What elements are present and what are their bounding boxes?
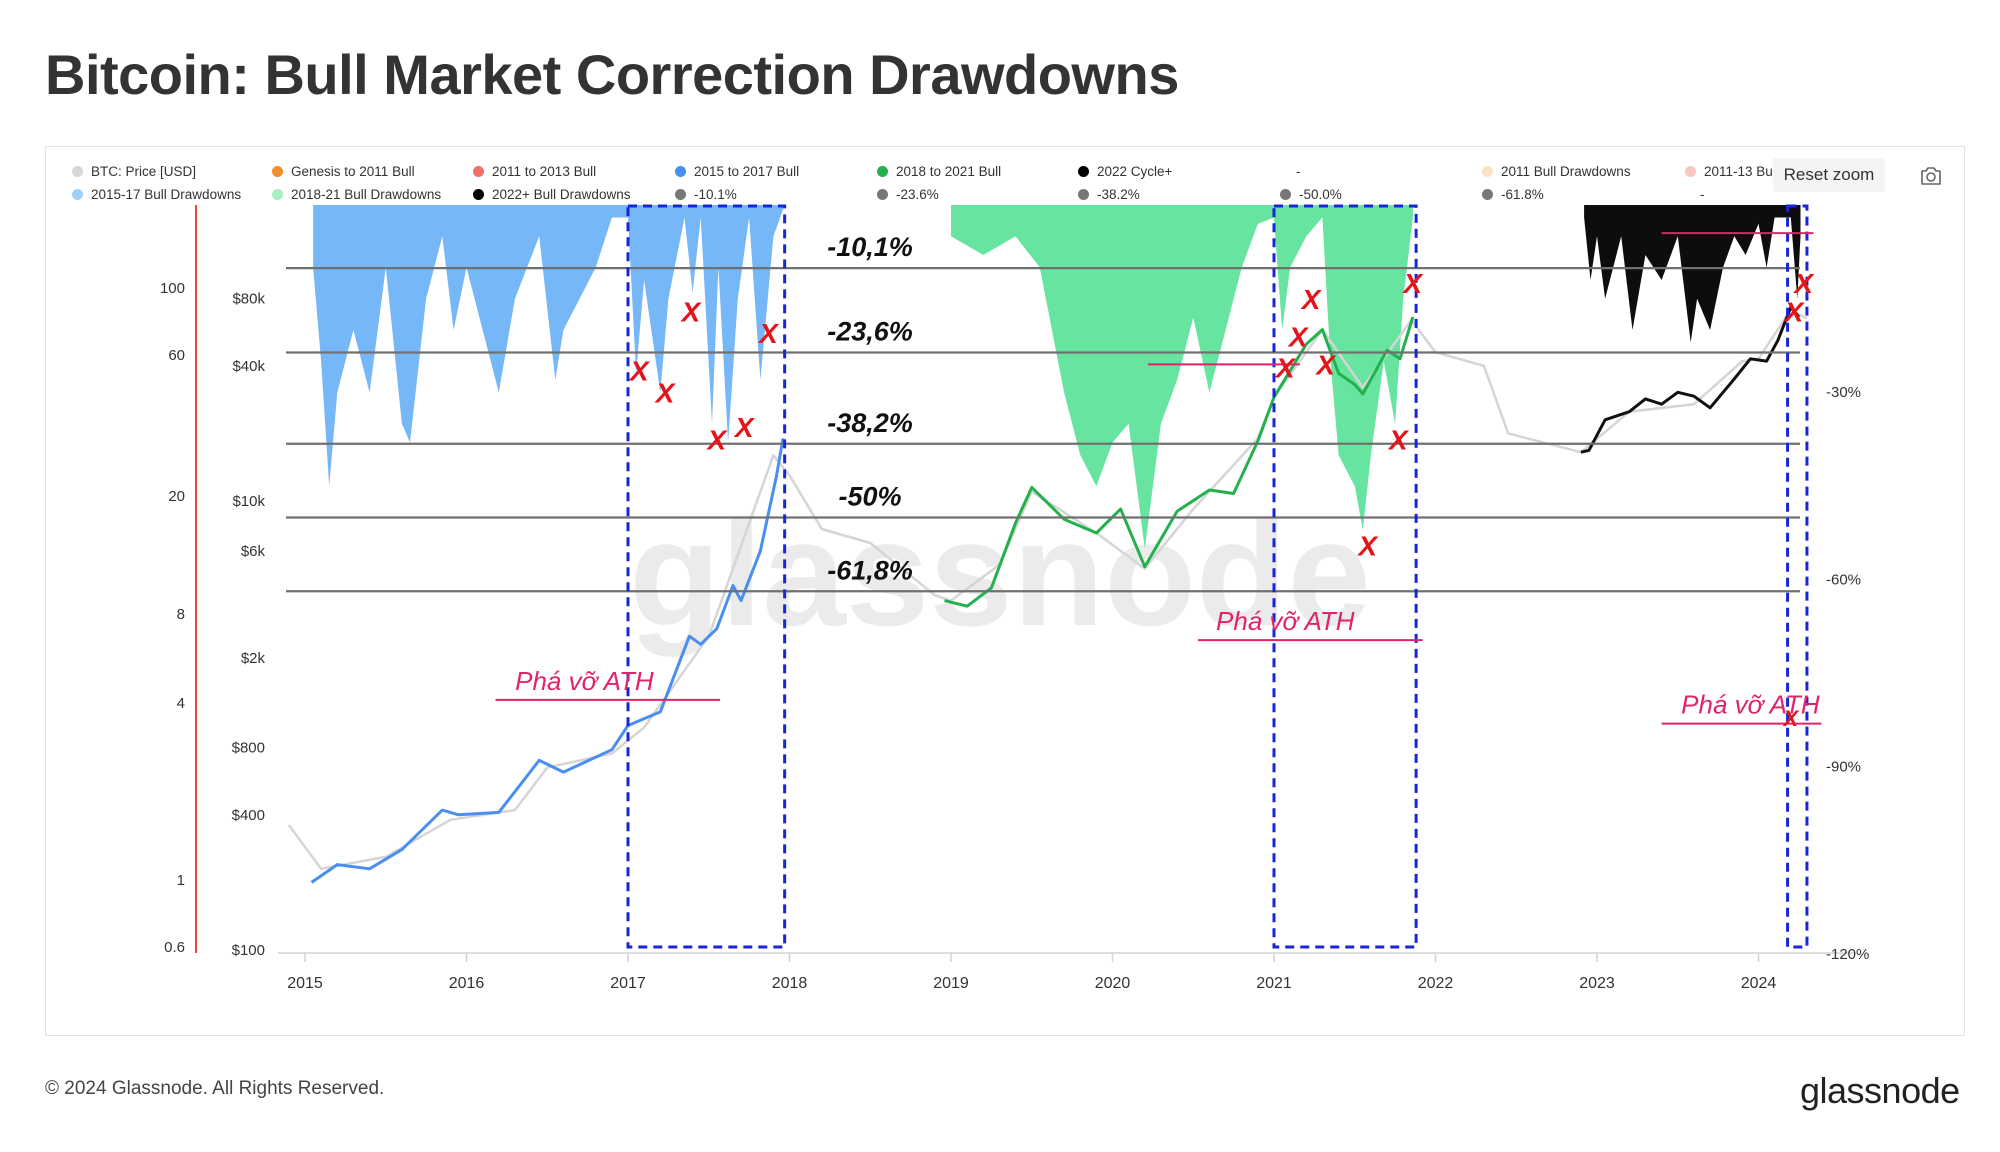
legend-label: Genesis to 2011 Bull <box>291 164 415 179</box>
legend-label: 2018-21 Bull Drawdowns <box>291 187 442 202</box>
legend-item-btc-price[interactable]: BTC: Price [USD] <box>72 164 196 179</box>
legend-label: -50.0% <box>1299 187 1342 202</box>
legend-label: 2022 Cycle+ <box>1097 164 1173 179</box>
legend-swatch <box>1280 189 1291 200</box>
legend-swatch <box>272 166 283 177</box>
camera-icon[interactable] <box>1920 166 1942 186</box>
legend-label: 2011-13 Bull <box>1704 164 1779 179</box>
legend-label: 2011 Bull Drawdowns <box>1501 164 1631 179</box>
legend-swatch <box>1685 166 1696 177</box>
legend-label: -10.1% <box>694 187 737 202</box>
legend-swatch <box>473 189 484 200</box>
legend-label: 2011 to 2013 Bull <box>492 164 597 179</box>
legend-item-fib-50[interactable]: -50.0% <box>1280 187 1342 202</box>
legend-item-2011-drawdowns[interactable]: 2011 Bull Drawdowns <box>1482 164 1631 179</box>
legend-item-blank-2[interactable]: - <box>1700 187 1705 202</box>
legend-item-2022-drawdowns[interactable]: 2022+ Bull Drawdowns <box>473 187 630 202</box>
legend-label: -61.8% <box>1501 187 1544 202</box>
legend-label: -38.2% <box>1097 187 1140 202</box>
legend-swatch <box>877 189 888 200</box>
legend-item-2015-17-drawdowns[interactable]: 2015-17 Bull Drawdowns <box>72 187 241 202</box>
legend-label: - <box>1296 164 1301 179</box>
legend-item-blank[interactable]: - <box>1296 164 1301 179</box>
chart-panel <box>45 146 1965 1036</box>
legend-swatch <box>1078 166 1089 177</box>
legend-item-fib-10-1[interactable]: -10.1% <box>675 187 737 202</box>
legend-item-2011-13-bull[interactable]: 2011-13 Bull <box>1685 164 1779 179</box>
page-title: Bitcoin: Bull Market Correction Drawdown… <box>45 43 1179 106</box>
glassnode-logo: glassnode <box>1800 1070 1960 1111</box>
legend-swatch <box>72 189 83 200</box>
copyright-text: © 2024 Glassnode. All Rights Reserved. <box>45 1078 385 1099</box>
legend-swatch <box>675 166 686 177</box>
legend-swatch <box>877 166 888 177</box>
legend-item-fib-23-6[interactable]: -23.6% <box>877 187 939 202</box>
legend-swatch <box>473 166 484 177</box>
legend-swatch <box>675 189 686 200</box>
legend-label: -23.6% <box>896 187 939 202</box>
legend-swatch <box>1482 166 1493 177</box>
legend-item-2011-2013[interactable]: 2011 to 2013 Bull <box>473 164 596 179</box>
legend-item-2015-2017[interactable]: 2015 to 2017 Bull <box>675 164 799 179</box>
legend-item-genesis-2011[interactable]: Genesis to 2011 Bull <box>272 164 415 179</box>
legend-label: 2018 to 2021 Bull <box>896 164 1002 179</box>
legend-item-2018-21-drawdowns[interactable]: 2018-21 Bull Drawdowns <box>272 187 441 202</box>
legend-label: BTC: Price [USD] <box>91 164 197 179</box>
legend-label: - <box>1700 187 1705 202</box>
legend-item-2022-cycle[interactable]: 2022 Cycle+ <box>1078 164 1172 179</box>
legend-label: 2015-17 Bull Drawdowns <box>91 187 242 202</box>
legend-label: 2022+ Bull Drawdowns <box>492 187 631 202</box>
legend-swatch <box>72 166 83 177</box>
legend-swatch <box>1482 189 1493 200</box>
legend-item-fib-38-2[interactable]: -38.2% <box>1078 187 1140 202</box>
legend-swatch <box>1078 189 1089 200</box>
legend-label: 2015 to 2017 Bull <box>694 164 800 179</box>
reset-zoom-button[interactable]: Reset zoom <box>1773 158 1885 192</box>
legend-swatch <box>272 189 283 200</box>
legend-item-2018-2021[interactable]: 2018 to 2021 Bull <box>877 164 1001 179</box>
legend-item-fib-61-8[interactable]: -61.8% <box>1482 187 1544 202</box>
